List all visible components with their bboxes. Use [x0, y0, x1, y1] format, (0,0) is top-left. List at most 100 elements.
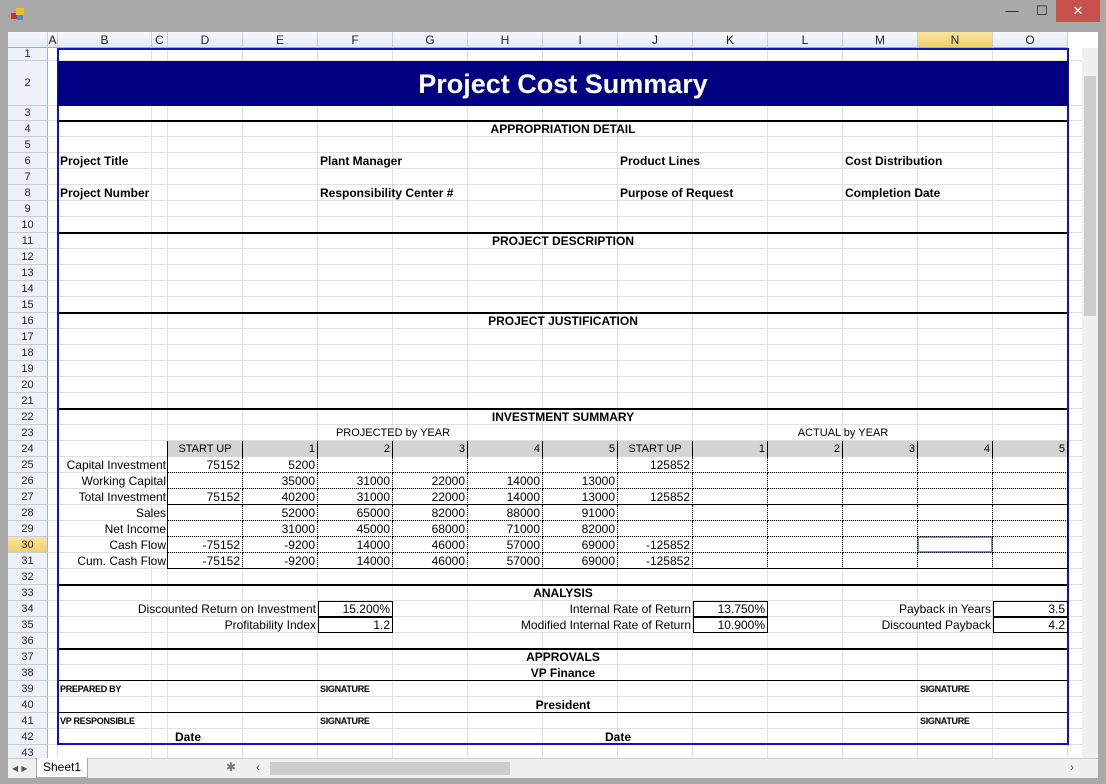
investment-cell[interactable]: 71000: [468, 521, 543, 537]
scrollbar-thumb[interactable]: [1084, 76, 1096, 316]
row-header-10[interactable]: 10: [8, 217, 48, 233]
row-header-12[interactable]: 12: [8, 249, 48, 265]
investment-cell[interactable]: [993, 473, 1068, 489]
scroll-right-icon[interactable]: ›: [1070, 760, 1074, 774]
investment-cell[interactable]: [618, 521, 693, 537]
investment-cell[interactable]: [993, 489, 1068, 505]
investment-cell[interactable]: 46000: [393, 553, 468, 569]
row-header-35[interactable]: 35: [8, 617, 48, 633]
investment-cell[interactable]: 75152: [168, 457, 243, 473]
column-header-G[interactable]: G: [393, 32, 468, 48]
investment-cell[interactable]: [918, 489, 993, 505]
investment-cell[interactable]: [768, 457, 843, 473]
investment-cell[interactable]: [918, 505, 993, 521]
new-sheet-button[interactable]: ✱: [226, 760, 237, 774]
column-header-A[interactable]: A: [48, 32, 58, 48]
investment-cell[interactable]: [993, 457, 1068, 473]
investment-cell[interactable]: [918, 473, 993, 489]
investment-cell[interactable]: 91000: [543, 505, 618, 521]
investment-cell[interactable]: [993, 537, 1068, 553]
column-header-B[interactable]: B: [58, 32, 152, 48]
tab-scroll-arrows-icon[interactable]: ◂ ▸: [12, 761, 28, 775]
investment-cell[interactable]: 69000: [543, 553, 618, 569]
row-header-31[interactable]: 31: [8, 553, 48, 569]
investment-cell[interactable]: 14000: [318, 553, 393, 569]
investment-cell[interactable]: 68000: [393, 521, 468, 537]
investment-cell[interactable]: [618, 473, 693, 489]
investment-cell[interactable]: -75152: [168, 553, 243, 569]
investment-cell[interactable]: 22000: [393, 489, 468, 505]
investment-cell[interactable]: [993, 505, 1068, 521]
row-header-37[interactable]: 37: [8, 649, 48, 665]
row-header-34[interactable]: 34: [8, 601, 48, 617]
row-header-43[interactable]: 43: [8, 745, 48, 758]
row-header-26[interactable]: 26: [8, 473, 48, 489]
investment-cell[interactable]: 31000: [243, 521, 318, 537]
investment-cell[interactable]: 13000: [543, 489, 618, 505]
row-header-7[interactable]: 7: [8, 169, 48, 185]
investment-cell[interactable]: 31000: [318, 473, 393, 489]
investment-cell[interactable]: [843, 553, 918, 569]
investment-cell[interactable]: -125852: [618, 553, 693, 569]
row-header-30[interactable]: 30: [8, 537, 48, 553]
investment-cell[interactable]: -75152: [168, 537, 243, 553]
row-header-32[interactable]: 32: [8, 569, 48, 585]
investment-cell[interactable]: [543, 457, 618, 473]
investment-cell[interactable]: [618, 505, 693, 521]
investment-cell[interactable]: 75152: [168, 489, 243, 505]
investment-cell[interactable]: 22000: [393, 473, 468, 489]
minimize-button[interactable]: —: [1005, 3, 1019, 18]
row-header-9[interactable]: 9: [8, 201, 48, 217]
investment-cell[interactable]: [768, 553, 843, 569]
row-header-5[interactable]: 5: [8, 137, 48, 153]
investment-cell[interactable]: -125852: [618, 537, 693, 553]
column-header-N[interactable]: N: [918, 32, 993, 48]
row-header-42[interactable]: 42: [8, 729, 48, 745]
value-mirr[interactable]: 10.900%: [693, 617, 768, 633]
investment-cell[interactable]: 57000: [468, 553, 543, 569]
row-header-6[interactable]: 6: [8, 153, 48, 169]
horizontal-scrollbar-thumb[interactable]: [270, 762, 510, 775]
investment-cell[interactable]: 46000: [393, 537, 468, 553]
row-header-38[interactable]: 38: [8, 665, 48, 681]
investment-cell[interactable]: [693, 537, 768, 553]
investment-cell[interactable]: 13000: [543, 473, 618, 489]
investment-cell[interactable]: 82000: [393, 505, 468, 521]
row-header-2[interactable]: 2: [8, 61, 48, 106]
investment-cell[interactable]: [843, 489, 918, 505]
row-header-8[interactable]: 8: [8, 185, 48, 201]
investment-cell[interactable]: 14000: [318, 537, 393, 553]
investment-cell[interactable]: [693, 521, 768, 537]
row-header-28[interactable]: 28: [8, 505, 48, 521]
investment-cell[interactable]: [693, 505, 768, 521]
investment-cell[interactable]: 31000: [318, 489, 393, 505]
investment-cell[interactable]: 125852: [618, 457, 693, 473]
investment-cell[interactable]: 57000: [468, 537, 543, 553]
column-header-M[interactable]: M: [843, 32, 918, 48]
investment-cell[interactable]: 69000: [543, 537, 618, 553]
investment-cell[interactable]: [393, 457, 468, 473]
investment-cell[interactable]: -9200: [243, 553, 318, 569]
column-header-H[interactable]: H: [468, 32, 543, 48]
tab-sheet1[interactable]: Sheet1: [36, 758, 89, 778]
investment-cell[interactable]: [993, 521, 1068, 537]
maximize-button[interactable]: ☐: [1036, 3, 1048, 18]
column-header-C[interactable]: C: [152, 32, 168, 48]
investment-cell[interactable]: [768, 489, 843, 505]
investment-cell[interactable]: [168, 505, 243, 521]
investment-cell[interactable]: [843, 505, 918, 521]
column-header-O[interactable]: O: [993, 32, 1068, 48]
row-header-14[interactable]: 14: [8, 281, 48, 297]
column-header-E[interactable]: E: [243, 32, 318, 48]
row-header-3[interactable]: 3: [8, 106, 48, 121]
investment-cell[interactable]: [918, 457, 993, 473]
row-header-13[interactable]: 13: [8, 265, 48, 281]
investment-cell[interactable]: 82000: [543, 521, 618, 537]
investment-cell[interactable]: [468, 457, 543, 473]
row-header-40[interactable]: 40: [8, 697, 48, 713]
investment-cell[interactable]: [993, 553, 1068, 569]
row-header-19[interactable]: 19: [8, 361, 48, 377]
row-header-1[interactable]: 1: [8, 48, 48, 61]
row-header-36[interactable]: 36: [8, 633, 48, 649]
investment-cell[interactable]: [768, 537, 843, 553]
